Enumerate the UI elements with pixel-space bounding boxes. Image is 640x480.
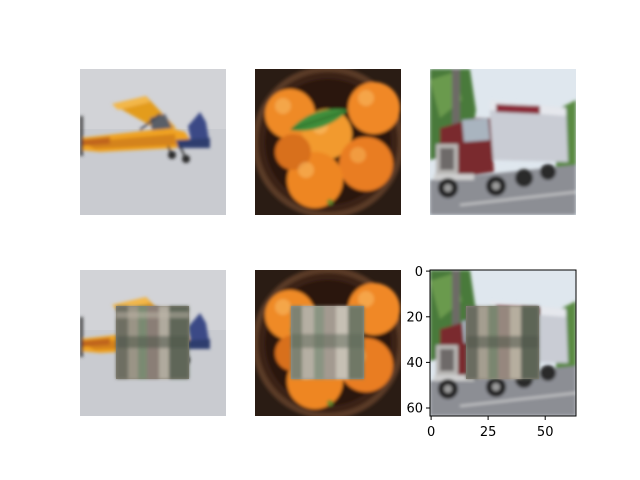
blurred-patch bbox=[116, 306, 189, 379]
y-tick-label: 20 bbox=[406, 311, 423, 326]
airplane-image bbox=[80, 69, 226, 215]
x-axis: 0 25 50 bbox=[427, 416, 554, 440]
y-tick-label: 60 bbox=[406, 402, 423, 417]
blurred-patch bbox=[291, 306, 364, 379]
x-tick-label: 0 bbox=[427, 425, 435, 440]
truck-image bbox=[430, 69, 576, 215]
oranges-image bbox=[255, 69, 401, 215]
y-tick-label: 0 bbox=[415, 265, 423, 280]
y-axis: 0 20 40 60 bbox=[406, 265, 430, 417]
x-tick-label: 50 bbox=[537, 425, 554, 440]
axes-frame bbox=[429, 269, 577, 417]
blurred-patch bbox=[466, 306, 539, 379]
y-tick-label: 40 bbox=[406, 356, 423, 371]
x-tick-label: 25 bbox=[480, 425, 497, 440]
